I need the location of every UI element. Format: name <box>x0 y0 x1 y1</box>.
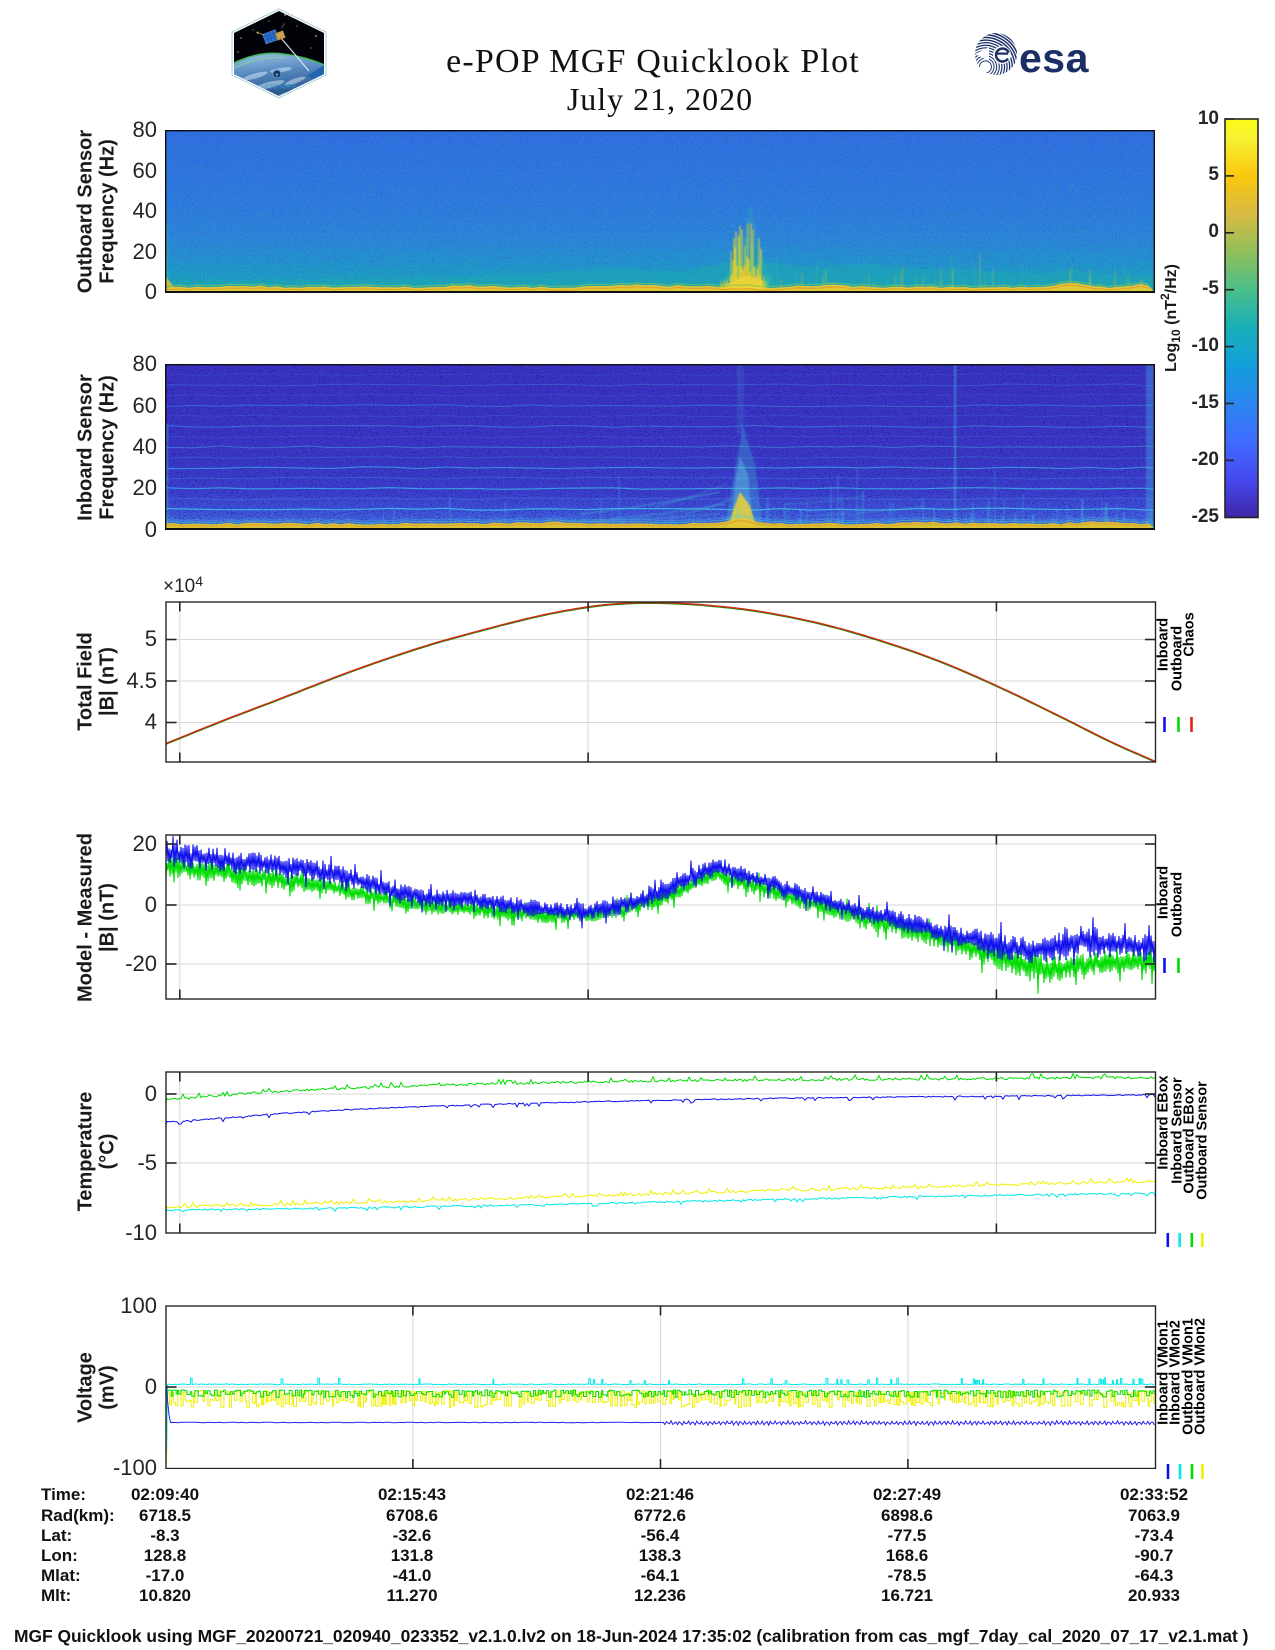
svg-text:esa: esa <box>1019 35 1090 81</box>
svg-text:e: e <box>276 73 279 79</box>
svg-text:CASSIOPE: CASSIOPE <box>259 84 297 91</box>
